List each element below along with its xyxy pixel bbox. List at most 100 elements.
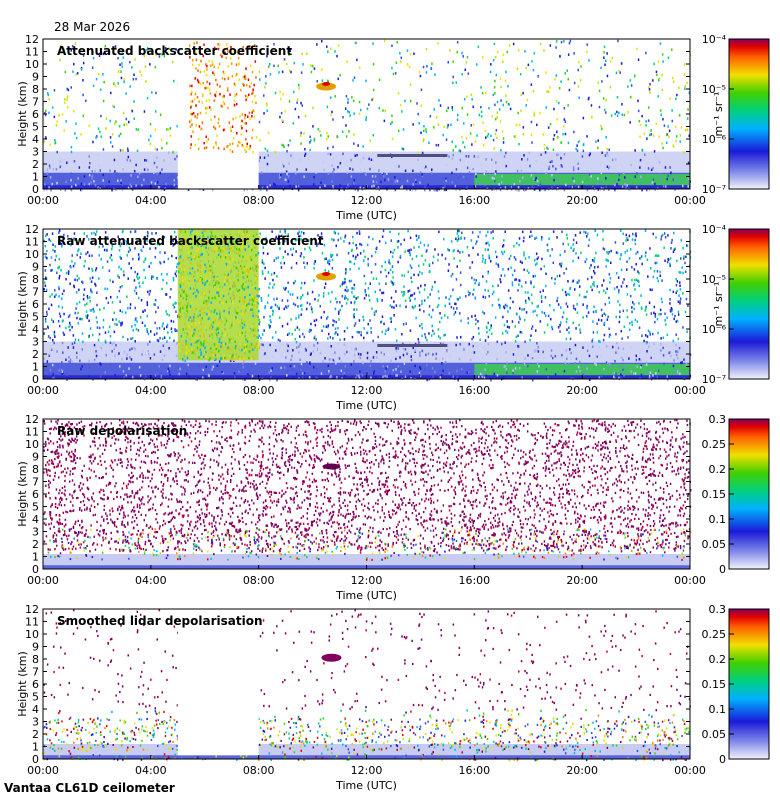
speckle: [514, 367, 517, 370]
speckle: [556, 188, 558, 191]
speckle: [349, 260, 351, 263]
speckle: [540, 296, 543, 300]
speckle: [229, 57, 232, 60]
speckle: [217, 121, 220, 125]
speckle: [679, 372, 681, 375]
speckle: [50, 189, 52, 192]
speckle: [518, 367, 521, 370]
speckle: [607, 154, 609, 157]
speckle: [370, 359, 372, 363]
speckle: [50, 345, 52, 348]
speckle: [49, 295, 51, 298]
speckle: [641, 262, 643, 266]
speckle: [244, 295, 246, 299]
speckle: [298, 314, 300, 317]
speckle: [635, 252, 637, 255]
speckle: [396, 374, 398, 377]
speckle: [263, 238, 265, 242]
speckle: [248, 93, 250, 97]
speckle: [559, 55, 561, 58]
speckle: [409, 83, 412, 86]
speckle: [243, 122, 245, 125]
speckle: [484, 261, 486, 264]
speckle: [614, 359, 616, 363]
speckle: [414, 305, 416, 308]
speckle: [49, 239, 52, 243]
speckle: [615, 332, 617, 336]
speckle: [353, 112, 355, 115]
speckle: [311, 290, 314, 294]
speckle: [251, 295, 253, 298]
speckle: [221, 105, 224, 108]
speckle: [205, 300, 208, 303]
speckle: [470, 239, 473, 242]
speckle: [577, 167, 580, 170]
speckle: [334, 351, 336, 354]
speckle: [195, 255, 197, 258]
speckle: [458, 229, 460, 233]
speckle: [494, 103, 496, 107]
speckle: [291, 348, 293, 351]
speckle: [324, 357, 326, 360]
speckle: [207, 138, 210, 141]
x-tick-label: 00:00: [27, 384, 59, 397]
speckle: [48, 98, 50, 101]
speckle: [154, 147, 156, 151]
speckle: [577, 140, 580, 144]
speckle: [218, 340, 221, 343]
speckle: [196, 378, 198, 381]
y-tick-label: 1: [32, 361, 39, 374]
speckle: [504, 230, 506, 233]
speckle: [556, 153, 558, 156]
speckle: [635, 354, 637, 358]
speckle: [502, 268, 504, 271]
speckle: [269, 184, 271, 187]
speckle: [209, 264, 211, 268]
speckle: [112, 162, 114, 165]
speckle: [586, 306, 588, 310]
speckle: [373, 372, 375, 375]
speckle: [196, 78, 199, 82]
speckle: [627, 85, 629, 88]
speckle: [83, 288, 86, 291]
speckle: [111, 301, 114, 304]
speckle: [413, 292, 416, 295]
speckle: [611, 158, 614, 162]
speckle: [246, 96, 249, 99]
speckle: [331, 164, 333, 167]
speckle: [446, 126, 449, 129]
speckle: [637, 160, 640, 163]
speckle: [363, 297, 366, 300]
speckle: [631, 310, 633, 314]
speckle: [481, 356, 484, 359]
speckle: [472, 293, 474, 296]
speckle: [624, 183, 626, 186]
speckle: [62, 331, 65, 335]
speckle: [644, 342, 647, 345]
speckle: [679, 284, 681, 287]
speckle: [78, 277, 80, 280]
speckle: [369, 167, 371, 171]
speckle: [202, 312, 204, 315]
speckle: [45, 276, 47, 279]
speckle: [224, 256, 227, 259]
speckle: [228, 308, 230, 312]
speckle: [677, 337, 680, 341]
speckle: [641, 334, 643, 337]
speckle: [109, 136, 112, 139]
speckle: [134, 323, 136, 327]
speckle: [300, 238, 302, 241]
speckle: [243, 298, 245, 301]
speckle: [217, 288, 219, 292]
speckle: [503, 239, 505, 242]
speckle: [412, 183, 414, 186]
speckle: [456, 232, 459, 235]
speckle: [634, 278, 636, 282]
speckle: [579, 231, 581, 234]
speckle: [126, 158, 128, 162]
speckle: [475, 175, 477, 178]
speckle: [473, 351, 476, 354]
speckle: [447, 61, 449, 64]
speckle: [301, 104, 303, 107]
speckle: [70, 86, 72, 89]
